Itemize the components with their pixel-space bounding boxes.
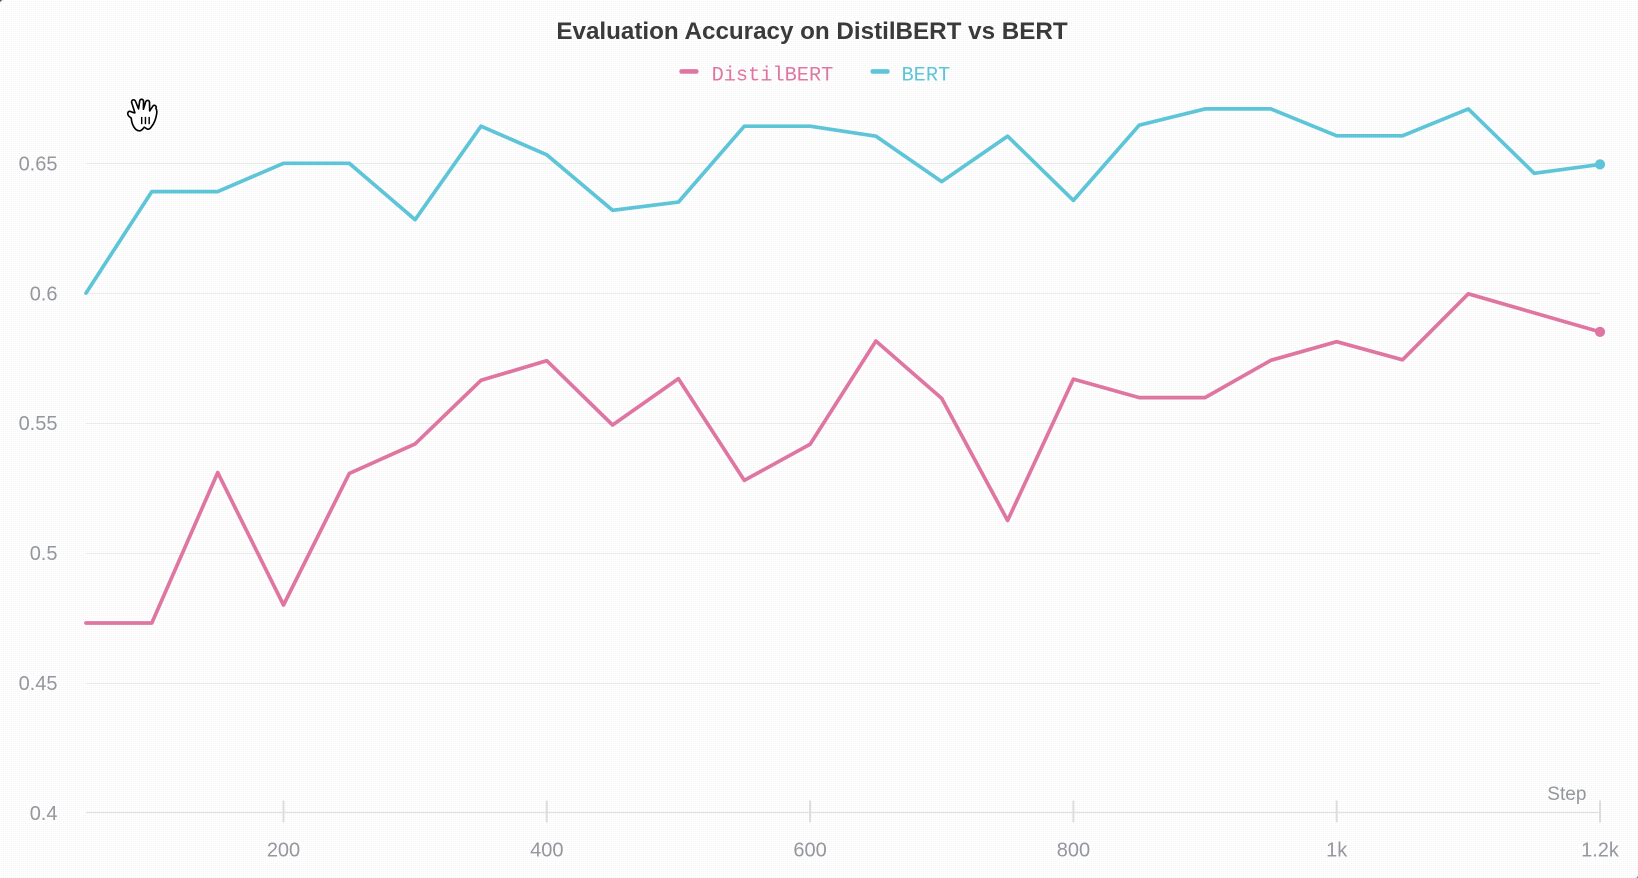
svg-text:200: 200 bbox=[267, 839, 300, 861]
svg-text:1.2k: 1.2k bbox=[1581, 839, 1620, 861]
svg-text:0.55: 0.55 bbox=[19, 413, 58, 435]
svg-text:0.6: 0.6 bbox=[30, 283, 58, 305]
svg-text:0.5: 0.5 bbox=[30, 543, 58, 565]
svg-text:400: 400 bbox=[530, 839, 563, 861]
svg-text:600: 600 bbox=[793, 839, 826, 861]
svg-text:800: 800 bbox=[1057, 839, 1090, 861]
svg-text:0.65: 0.65 bbox=[19, 153, 58, 175]
svg-text:Step: Step bbox=[1547, 784, 1586, 805]
svg-text:BERT: BERT bbox=[902, 64, 951, 87]
svg-text:0.4: 0.4 bbox=[30, 803, 58, 825]
svg-text:0.45: 0.45 bbox=[19, 673, 58, 695]
svg-text:Evaluation Accuracy on DistilB: Evaluation Accuracy on DistilBERT vs BER… bbox=[556, 18, 1067, 45]
svg-text:DistilBERT: DistilBERT bbox=[712, 64, 834, 87]
svg-text:1k: 1k bbox=[1326, 839, 1348, 861]
